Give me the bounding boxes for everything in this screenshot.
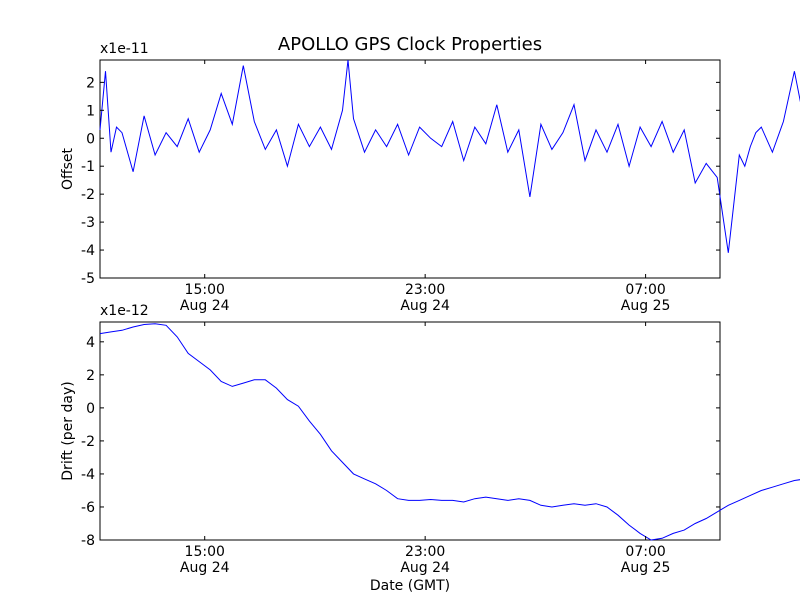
- drift-scale-label: x1e-12: [100, 303, 149, 319]
- offset-y-tick-label: -4: [81, 243, 95, 259]
- drift-y-tick-label: -8: [81, 533, 95, 549]
- offset-y-tick-label: 0: [86, 131, 95, 147]
- drift-x-tick-time: 07:00: [625, 544, 665, 560]
- drift-x-tick-time: 23:00: [405, 544, 445, 560]
- offset-x-tick-date: Aug 24: [180, 298, 230, 314]
- drift-y-tick-label: -6: [81, 500, 95, 516]
- drift-y-tick-label: 2: [86, 368, 95, 384]
- drift-x-tick-date: Aug 24: [400, 560, 450, 576]
- drift-x-tick-time: 15:00: [185, 544, 225, 560]
- drift-x-tick-date: Aug 25: [621, 560, 671, 576]
- offset-x-tick-date: Aug 25: [621, 298, 671, 314]
- drift-axes: x1e-12 Drift (per day) -8 -6 -4 -2 0 2 4 15:00…: [60, 303, 800, 594]
- drift-x-tick-date: Aug 24: [180, 560, 230, 576]
- offset-x-tick-time: 23:00: [405, 282, 445, 298]
- offset-y-tick-label: -5: [81, 271, 95, 287]
- offset-y-tick-label: 2: [86, 75, 95, 91]
- drift-y-tick-label: 0: [86, 401, 95, 417]
- offset-y-tick-label: -2: [81, 187, 95, 203]
- offset-scale-label: x1e-11: [100, 41, 149, 57]
- drift-y-ticks: -8 -6 -4 -2 0 2 4: [81, 335, 720, 549]
- offset-y-tick-label: -3: [81, 215, 95, 231]
- offset-x-tick-date: Aug 24: [400, 298, 450, 314]
- offset-y-axis-label: Offset: [60, 147, 76, 190]
- offset-series-line: [99, 59, 800, 253]
- drift-y-tick-label: 4: [86, 335, 95, 351]
- drift-y-tick-label: -2: [81, 434, 95, 450]
- drift-y-axis-label: Drift (per day): [60, 381, 76, 480]
- chart-title: APOLLO GPS Clock Properties: [278, 34, 542, 55]
- offset-y-tick-label: 1: [86, 103, 95, 119]
- offset-plot-frame: [99, 59, 721, 279]
- offset-x-tick-time: 15:00: [185, 282, 225, 298]
- drift-plot-frame: [99, 321, 721, 541]
- offset-y-tick-label: -1: [81, 159, 95, 175]
- offset-x-tick-time: 07:00: [625, 282, 665, 298]
- drift-x-axis-label: Date (GMT): [370, 578, 450, 594]
- offset-y-ticks: -5 -4 -3 -2 -1 0 1 2: [81, 75, 720, 287]
- drift-y-tick-label: -4: [81, 467, 95, 483]
- drift-series-line: [99, 323, 800, 541]
